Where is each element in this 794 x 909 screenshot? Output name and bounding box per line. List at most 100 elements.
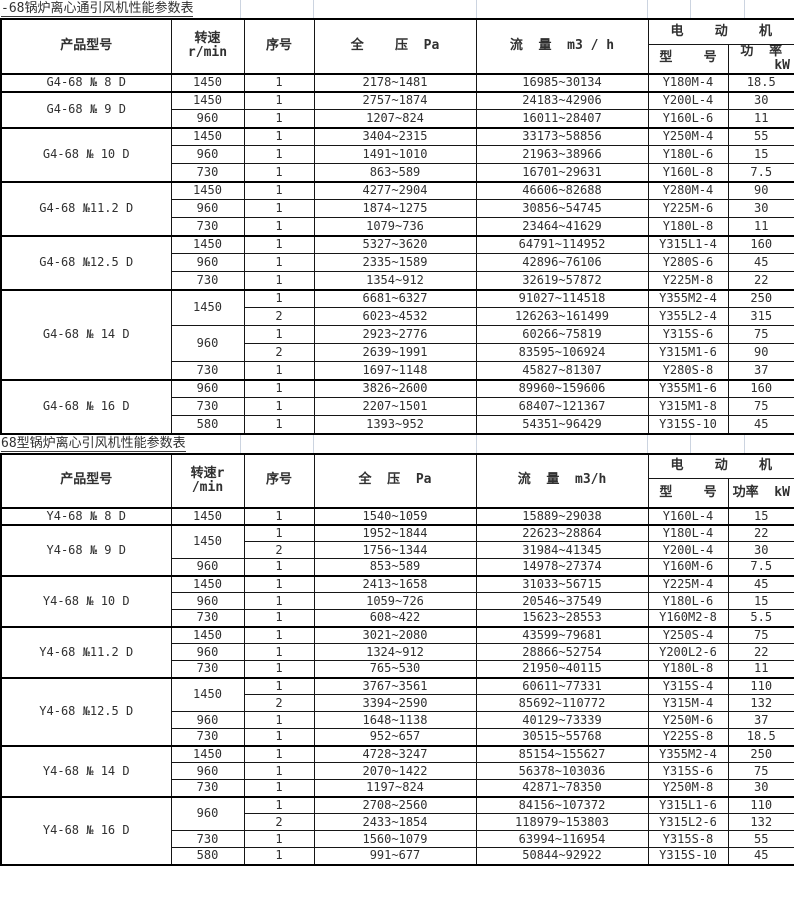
grid-line <box>240 0 241 18</box>
flow-cell: 15623~28553 <box>475 609 649 627</box>
grid-line <box>647 0 648 18</box>
pressure-cell: 1324~912 <box>313 643 477 661</box>
seq-cell: 2 <box>243 541 315 559</box>
product-group: Y4-68 №11.2 D 1450 1 3021~2080 43599~79681 Y2… <box>0 625 794 678</box>
motor-model-cell: Y315M1-6 <box>647 343 729 362</box>
product-group: G4-68 № 9 D 1450 1 2757~1874 24183~42906 Y200… <box>0 90 794 128</box>
product-model-cell: G4-68 № 14 D <box>0 288 172 380</box>
pressure-cell: 3767~3561 <box>313 676 477 695</box>
product-model-cell: Y4-68 № 16 D <box>0 795 172 865</box>
seq-cell: 1 <box>243 795 315 814</box>
grid-line <box>240 434 241 453</box>
speed-cell: 960 <box>170 643 245 661</box>
power-cell: 7.5 <box>727 163 794 182</box>
flow-cell: 89960~159606 <box>475 378 649 398</box>
speed-cell: 580 <box>170 415 245 434</box>
flow-cell: 16985~30134 <box>475 72 649 92</box>
power-cell: 110 <box>727 676 794 695</box>
pressure-cell: 3021~2080 <box>313 625 477 644</box>
flow-cell: 63994~116954 <box>475 830 649 848</box>
pressure-cell: 1540~1059 <box>313 506 477 525</box>
pressure-cell: 1393~952 <box>313 415 477 434</box>
seq-cell: 1 <box>243 378 315 398</box>
grid-line <box>690 0 691 18</box>
header-flow: 流 量 m3 / h <box>475 18 649 74</box>
power-cell: 132 <box>727 813 794 831</box>
pressure-cell: 6681~6327 <box>313 288 477 308</box>
pressure-cell: 5327~3620 <box>313 234 477 254</box>
flow-cell: 91027~114518 <box>475 288 649 308</box>
pressure-cell: 1059~726 <box>313 592 477 610</box>
table1-title: -68锅炉离心通引风机性能参数表 <box>1 1 194 17</box>
table-row: 960 1 1491~1010 21963~38966 Y180L-6 15 <box>1 145 794 164</box>
motor-model-cell: Y315M1-8 <box>647 397 729 416</box>
speed-cell: 960 <box>170 558 245 576</box>
table-row: G4-68 № 16 D 960 1 3826~2600 89960~159606 Y35… <box>0 378 794 434</box>
pressure-cell: 2757~1874 <box>313 90 477 110</box>
seq-cell: 1 <box>243 109 315 128</box>
motor-model-cell: Y315M-4 <box>647 694 729 712</box>
seq-cell: 1 <box>243 163 315 182</box>
power-cell: 90 <box>727 343 794 362</box>
table-row: Y4-68 № 16 D 960 1 2708~2560 84156~107372 Y31… <box>0 795 794 865</box>
motor-model-cell: Y315S-10 <box>647 847 729 865</box>
power-cell: 11 <box>727 109 794 128</box>
flow-cell: 85692~110772 <box>475 694 649 712</box>
pressure-cell: 765~530 <box>313 660 477 678</box>
pressure-cell: 2070~1422 <box>313 762 477 780</box>
pressure-cell: 1079~736 <box>313 217 477 236</box>
seq-cell: 1 <box>243 234 315 254</box>
seq-cell: 1 <box>243 253 315 272</box>
power-cell: 250 <box>727 288 794 308</box>
product-model-cell: G4-68 №12.5 D <box>0 234 172 290</box>
motor-model-cell: Y355M2-4 <box>647 288 729 308</box>
table-row: 960 1 1874~1275 30856~54745 Y225M-6 30 <box>1 199 794 218</box>
speed-cell: 960 <box>170 592 245 610</box>
power-cell: 75 <box>727 397 794 416</box>
motor-model-cell: Y315S-4 <box>647 676 729 695</box>
seq-cell: 1 <box>243 415 315 434</box>
speed-cell: 960 <box>170 199 245 218</box>
grid-line <box>690 434 691 453</box>
table-row: 580 1 1393~952 54351~96429 Y315S-10 45 <box>1 415 794 434</box>
motor-model-cell: Y180L-6 <box>647 145 729 164</box>
motor-model-cell: Y250S-4 <box>647 625 729 644</box>
flow-cell: 54351~96429 <box>475 415 649 434</box>
motor-model-cell: Y315L2-6 <box>647 813 729 831</box>
flow-cell: 31984~41345 <box>475 541 649 559</box>
product-model-cell: Y4-68 № 9 D <box>0 523 172 576</box>
speed-cell: 960 <box>170 711 245 729</box>
speed-cell: 1450 <box>170 234 245 254</box>
product-model-cell: Y4-68 №12.5 D <box>0 676 172 746</box>
speed-cell: 960 <box>170 762 245 780</box>
motor-model-cell: Y200L-4 <box>647 541 729 559</box>
seq-cell: 1 <box>243 199 315 218</box>
product-model-cell: G4-68 № 8 D <box>0 72 172 92</box>
power-cell: 11 <box>727 217 794 236</box>
motor-model-cell: Y315S-10 <box>647 415 729 434</box>
table-row: G4-68 №11.2 D 1450 1 4277~2904 46606~82688 Y2… <box>0 180 794 236</box>
pressure-cell: 1207~824 <box>313 109 477 128</box>
table-row: 730 1 1354~912 32619~57872 Y225M-8 22 <box>1 271 794 290</box>
header-motor-group: 电 动 机 <box>647 18 794 45</box>
table-row: 960 1 2923~2776 60266~75819 Y315S-6 75 <box>1 325 794 362</box>
power-cell: 22 <box>727 523 794 542</box>
flow-cell: 45827~81307 <box>475 361 649 380</box>
speed-cell: 730 <box>170 728 245 746</box>
pressure-cell: 2207~1501 <box>313 397 477 416</box>
pressure-cell: 2178~1481 <box>313 72 477 92</box>
flow-cell: 56378~103036 <box>475 762 649 780</box>
flow-cell: 21950~40115 <box>475 660 649 678</box>
flow-cell: 64791~114952 <box>475 234 649 254</box>
seq-cell: 1 <box>243 574 315 593</box>
product-group: Y4-68 № 16 D 960 1 2708~2560 84156~107372 Y31… <box>0 795 794 865</box>
speed-cell: 1450 <box>170 180 245 200</box>
pressure-cell: 2639~1991 <box>313 343 477 362</box>
product-group: Y4-68 № 9 D 1450 1 1952~1844 22623~28864 Y180… <box>0 523 794 576</box>
flow-cell: 85154~155627 <box>475 744 649 763</box>
fan-parameters-table-y4-68: 产品型号 转速r/min 序号 全 压 Pa 流 量 m3/h 电 动 机 型 … <box>0 452 794 866</box>
motor-model-cell: Y250M-6 <box>647 711 729 729</box>
flow-cell: 22623~28864 <box>475 523 649 542</box>
power-cell: 5.5 <box>727 609 794 627</box>
flow-cell: 46606~82688 <box>475 180 649 200</box>
